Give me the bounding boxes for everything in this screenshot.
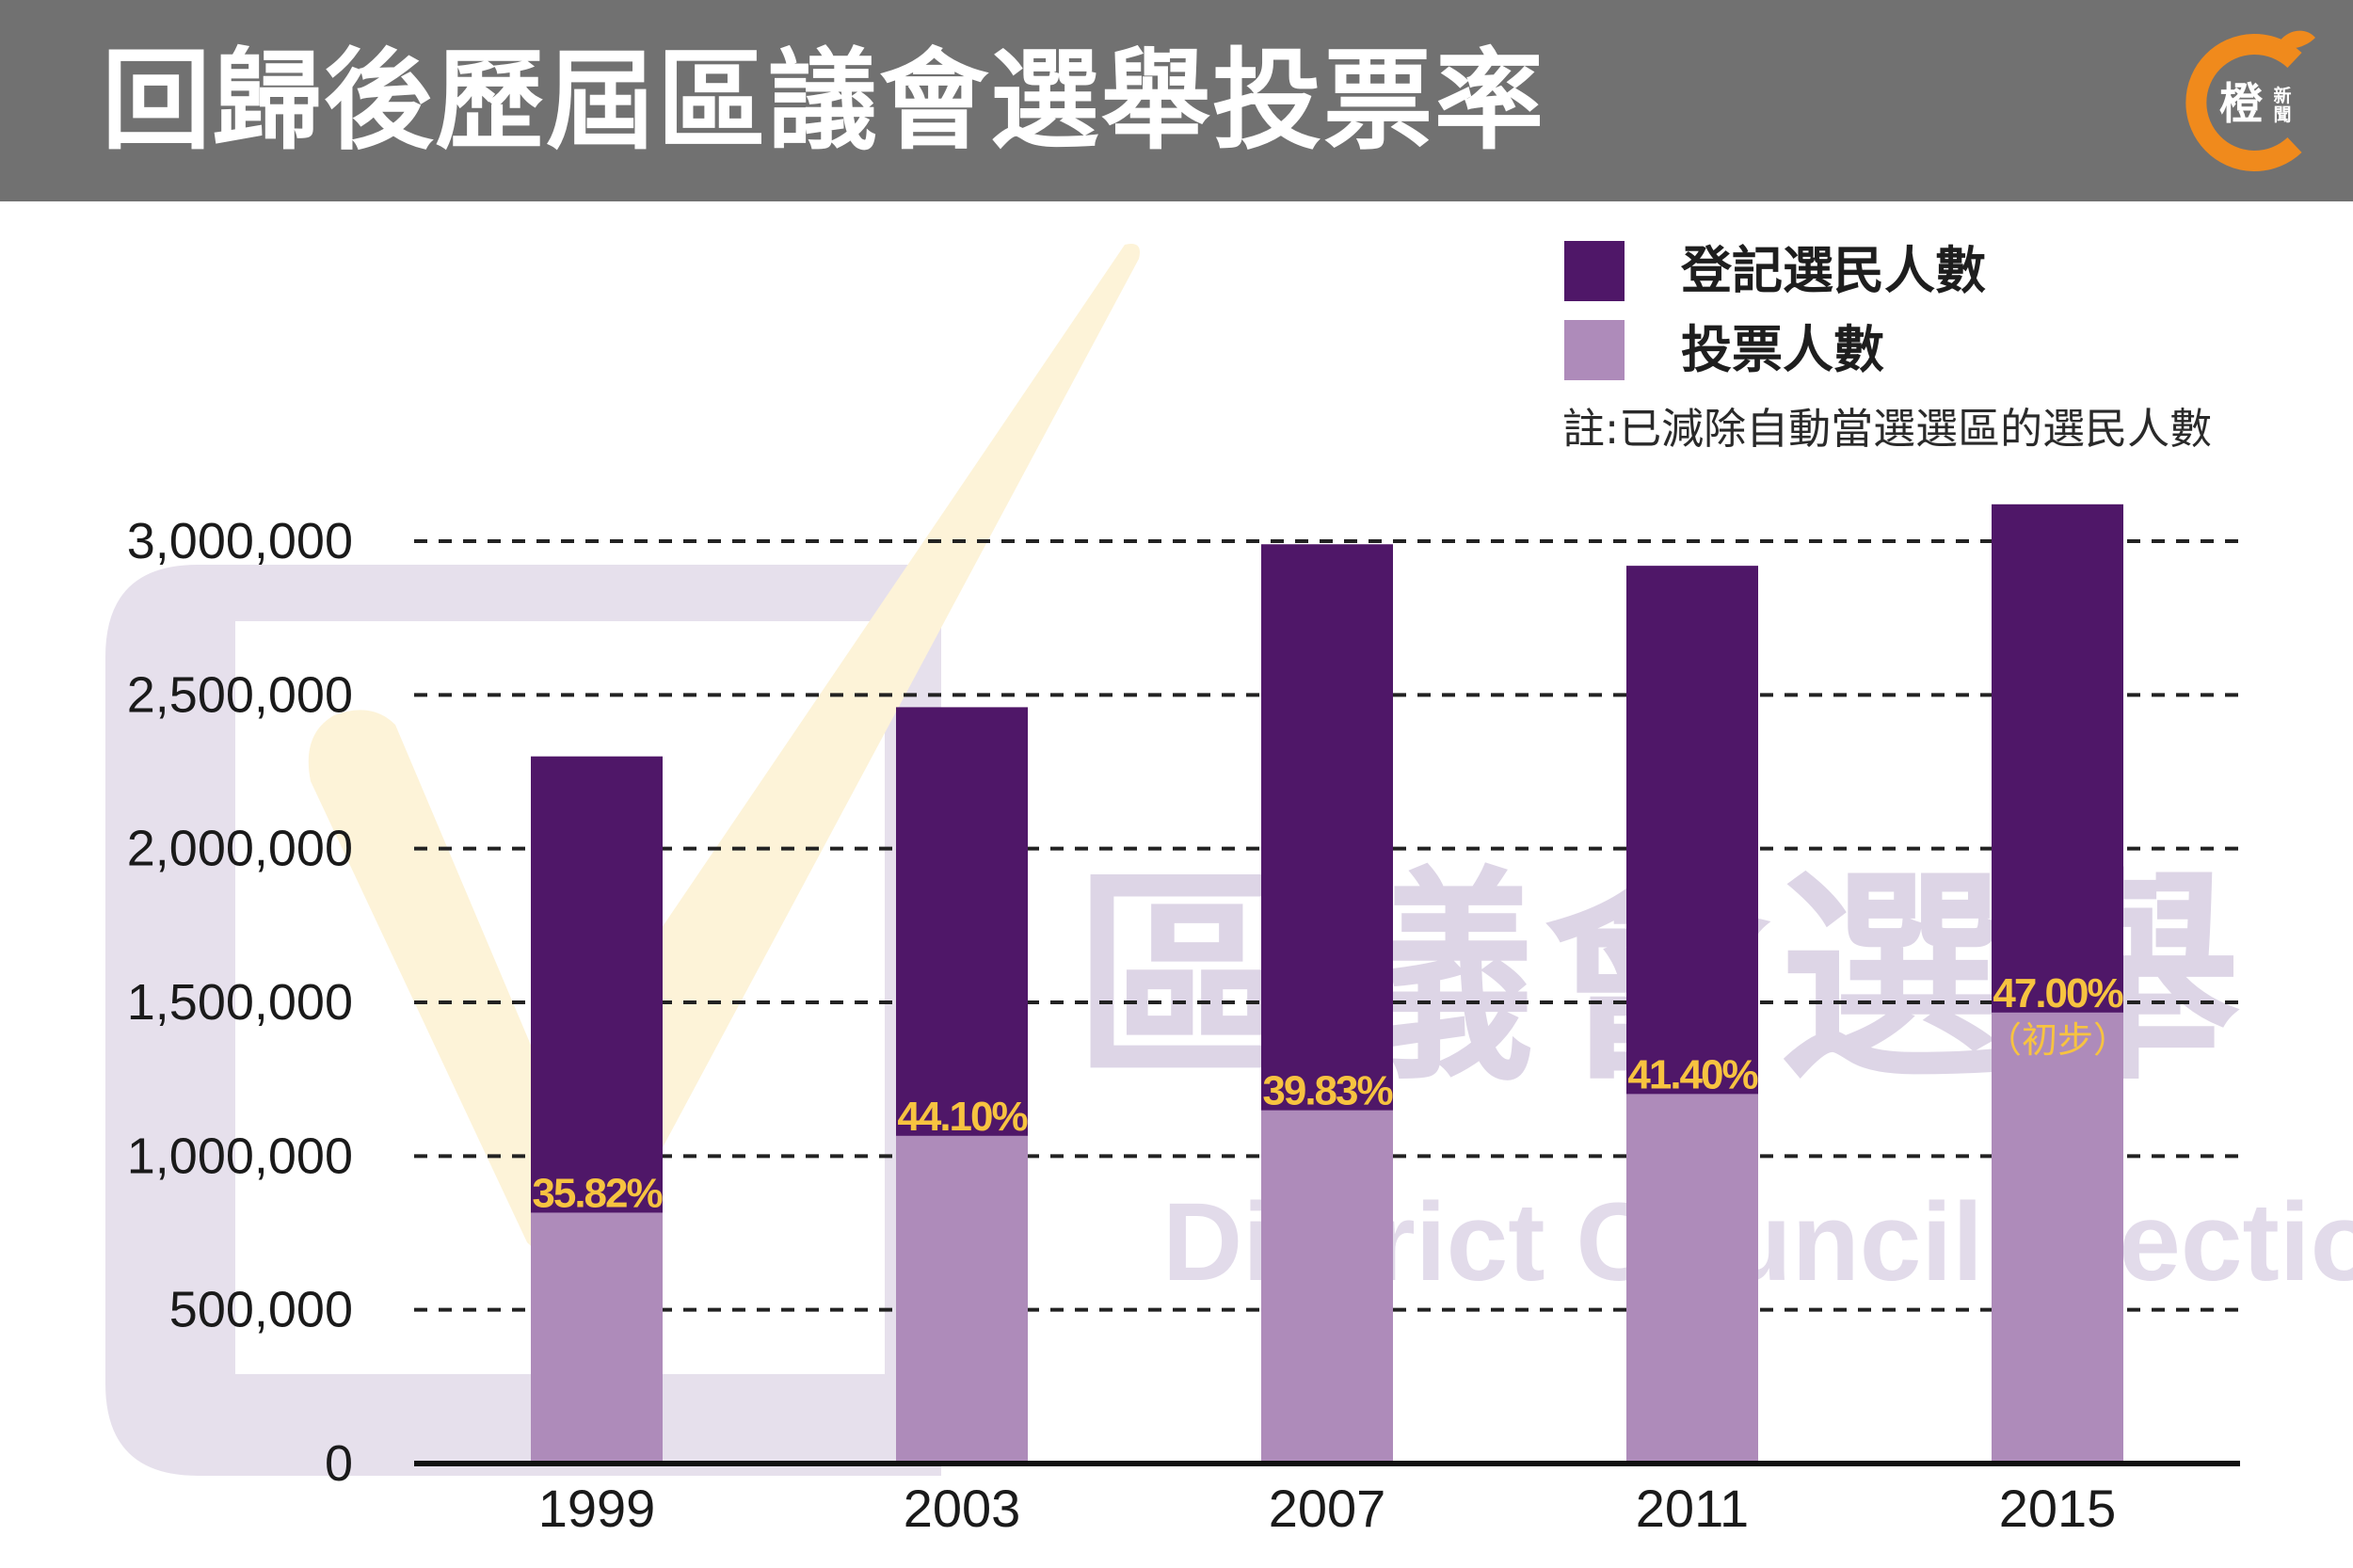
bar-voted bbox=[1626, 1094, 1758, 1464]
y-tick-label: 3,000,000 bbox=[127, 513, 353, 569]
bar-voted bbox=[896, 1135, 1028, 1464]
x-tick-label: 2007 bbox=[1269, 1479, 1386, 1538]
checkmark-decoration bbox=[308, 244, 1140, 1266]
bar-voted bbox=[1261, 1110, 1393, 1464]
x-tick-label: 2003 bbox=[904, 1479, 1021, 1538]
turnout-rate-label: 44.10% bbox=[897, 1094, 1027, 1140]
turnout-rate-label: 39.83% bbox=[1262, 1068, 1392, 1114]
logo-character: 橙 bbox=[2219, 78, 2263, 129]
orange-logo-icon bbox=[2185, 30, 2315, 171]
x-tick-label: 1999 bbox=[538, 1479, 656, 1538]
bar-voted bbox=[1992, 1012, 2123, 1464]
y-tick-label: 1,500,000 bbox=[127, 974, 353, 1031]
y-tick-label: 2,000,000 bbox=[127, 821, 353, 877]
ballot-box-decoration bbox=[105, 565, 941, 1476]
bar-voted bbox=[531, 1212, 663, 1464]
turnout-rate-label: 35.82% bbox=[532, 1170, 662, 1216]
legend-label-voted: 投票人數 bbox=[1681, 320, 1884, 379]
x-tick-label: 2011 bbox=[1636, 1479, 1749, 1538]
legend-swatch-voted bbox=[1564, 320, 1625, 380]
y-tick-label: 0 bbox=[325, 1435, 353, 1492]
orange-news-logo: 橙 新聞 bbox=[2174, 21, 2334, 181]
turnout-rate-label: 41.40% bbox=[1627, 1051, 1757, 1097]
turnout-rate-note: （初步） bbox=[1986, 1019, 2129, 1061]
y-tick-label: 2,500,000 bbox=[127, 666, 353, 723]
x-tick-label: 2015 bbox=[1999, 1479, 2117, 1538]
logo-subtext: 新聞 bbox=[2273, 86, 2292, 125]
turnout-rate-label: 47.00% bbox=[1993, 970, 2122, 1016]
y-tick-label: 1,000,000 bbox=[127, 1128, 353, 1184]
legend-swatch-registered bbox=[1564, 241, 1625, 301]
y-tick-label: 500,000 bbox=[169, 1282, 353, 1338]
chart-note: 註:已減除自動當選選區的選民人數 bbox=[1562, 404, 2213, 454]
page-title: 回歸後歷屆區議會選舉投票率 bbox=[102, 38, 1545, 165]
legend-label-registered: 登記選民人數 bbox=[1681, 241, 1986, 300]
header-bar: 回歸後歷屆區議會選舉投票率 橙 新聞 bbox=[0, 0, 2353, 201]
